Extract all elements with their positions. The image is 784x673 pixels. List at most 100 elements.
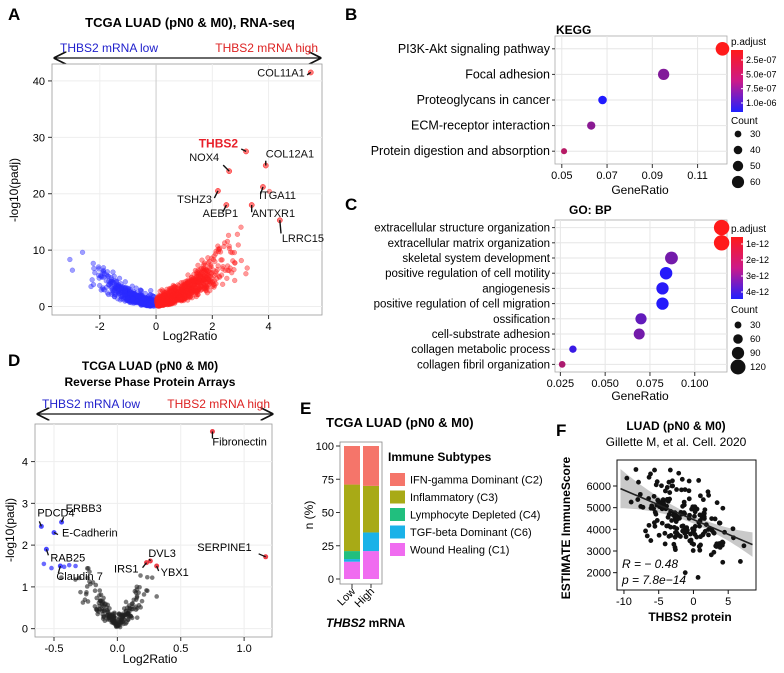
panel-f-point (684, 527, 690, 533)
panel-a-point-low (132, 299, 138, 305)
panel-f-point (672, 547, 678, 553)
panel-e-bar-segment (363, 485, 379, 533)
panel-f-point (674, 526, 680, 532)
panel-a-point-high (232, 277, 238, 284)
panel-a-point-high (229, 250, 235, 256)
panel-e-legend-label: Inflammatory (C3) (410, 492, 498, 504)
panel-a-point-high (243, 271, 249, 277)
panel-e-legend-swatch (390, 543, 405, 556)
panel-b-term-label: PI3K-Akt signaling pathway (398, 42, 551, 56)
panel-b: B KEGG PI3K-Akt signaling pathway Focal a… (345, 5, 777, 197)
panel-f-point (624, 475, 630, 481)
panel-a-point-high (161, 292, 167, 298)
panel-a-point-high (213, 271, 219, 277)
panel-f-point (655, 497, 661, 503)
panel-a-point-high (220, 266, 226, 272)
panel-f-point (633, 467, 639, 472)
panel-f-ytick-label: 2000 (587, 568, 611, 580)
panel-b-size-label: 30 (750, 129, 761, 140)
panel-a-point-high (221, 243, 227, 250)
panel-e-xlabel-gene: THBS2 (326, 616, 366, 630)
panel-b-colorbar-label: 1.0e-06 (746, 98, 777, 108)
panel-a-point-high (192, 267, 199, 274)
panel-f-point (692, 513, 697, 519)
panel-d-ytick-label: 0 (22, 624, 28, 636)
panel-e-ylabel: n (%) (302, 501, 316, 530)
panel-a-gene-label: ANTXR1 (252, 208, 295, 220)
panel-c-term-label: positive regulation of cell motility (385, 268, 550, 280)
panel-f-point (659, 483, 664, 489)
panel-b-xtick-label: 0.07 (596, 170, 617, 182)
panel-b-size-key (731, 175, 745, 189)
panel-d-title-2: Reverse Phase Protein Arrays (65, 375, 236, 389)
panel-b-xlabel: GeneRatio (611, 183, 669, 197)
panel-a-xlabel: Log2Ratio (163, 329, 218, 343)
panel-d-point (127, 605, 132, 611)
panel-a-point-low (118, 285, 124, 291)
panel-d-xtick-label: -0.5 (45, 643, 64, 655)
panel-a-point-high (225, 232, 232, 238)
panel-f-ylabel: ESTIMATE ImmuneScore (559, 456, 573, 599)
panel-a-point-low (105, 273, 111, 279)
panel-c-size-label: 30 (750, 320, 761, 331)
panel-a-points (67, 69, 314, 309)
panel-d-point (128, 613, 134, 619)
panel-f: F LUAD (pN0 & M0) Gillette M, et al. Cel… (556, 419, 757, 624)
panel-e-bar-segment (344, 446, 360, 485)
panel-c-size-title: Count (731, 305, 758, 316)
panel-f-point (706, 532, 711, 538)
panel-f-point (681, 499, 687, 505)
panel-a-point-low (90, 260, 96, 266)
panel-a-point-high (204, 267, 210, 273)
panel-d-ytick-label: 3 (22, 498, 28, 510)
panel-b-colorbar-label: 7.5e-07 (746, 84, 777, 94)
panel-b-size-title: Count (731, 116, 758, 127)
panel-a-point-high (226, 243, 232, 249)
panel-a-ytick-label: 40 (33, 76, 45, 88)
panel-f-point (675, 516, 680, 522)
panel-a-point-low (143, 297, 150, 303)
panel-a-point-low (122, 279, 128, 285)
panel-a-point-high (234, 231, 240, 237)
panel-a-point-high (164, 297, 171, 303)
panel-a-point-low (116, 275, 123, 281)
panel-c-term-label: collagen fibril organization (417, 359, 550, 371)
panel-a-point-low (141, 295, 147, 301)
panel-a-point-high (214, 267, 220, 273)
panel-a-point-high (215, 246, 221, 252)
panel-f-point (676, 470, 682, 476)
panel-e-letter: E (300, 399, 311, 418)
panel-a: A TCGA LUAD (pN0 & M0), RNA-seq THBS2 mR… (7, 5, 324, 343)
panel-e-legend: IFN-gamma Dominant (C2) Inflammatory (C3)… (390, 473, 543, 557)
panel-f-point (635, 497, 641, 502)
panel-f-point (686, 478, 692, 484)
panel-d-point-low (41, 561, 47, 567)
panel-f-ytick-label: 5000 (587, 503, 611, 515)
panel-b-size-key (732, 160, 744, 172)
panel-b-letter: B (345, 5, 357, 24)
panel-d-point (133, 590, 139, 596)
panel-f-point (686, 496, 692, 502)
panel-f-point (680, 503, 686, 509)
panel-a-point-high (224, 275, 230, 281)
panel-f-p-text: p = 7.8e−14 (621, 573, 686, 587)
panel-d-ylabel: -log10(padj) (3, 498, 17, 562)
panel-a-gene-label: TSHZ3 (177, 194, 212, 206)
panel-c-dot (713, 235, 730, 251)
panel-d-point (138, 573, 143, 578)
panel-f-point (644, 533, 650, 539)
panel-f-point (696, 478, 702, 483)
panel-f-point (648, 538, 654, 543)
panel-c-term-label: extracellular matrix organization (388, 238, 550, 250)
panel-b-dot (657, 68, 670, 81)
panel-f-point (670, 478, 675, 484)
panel-d-point (154, 594, 159, 599)
panel-a-point-high (194, 274, 200, 280)
panel-c-xtick-label: 0.100 (681, 378, 709, 390)
panel-e-xlabel-suffix: mRNA (365, 616, 405, 630)
panel-a-point-high (218, 272, 225, 278)
panel-f-point (667, 490, 673, 495)
panel-f-point (690, 504, 696, 510)
panel-f-point (713, 543, 719, 549)
